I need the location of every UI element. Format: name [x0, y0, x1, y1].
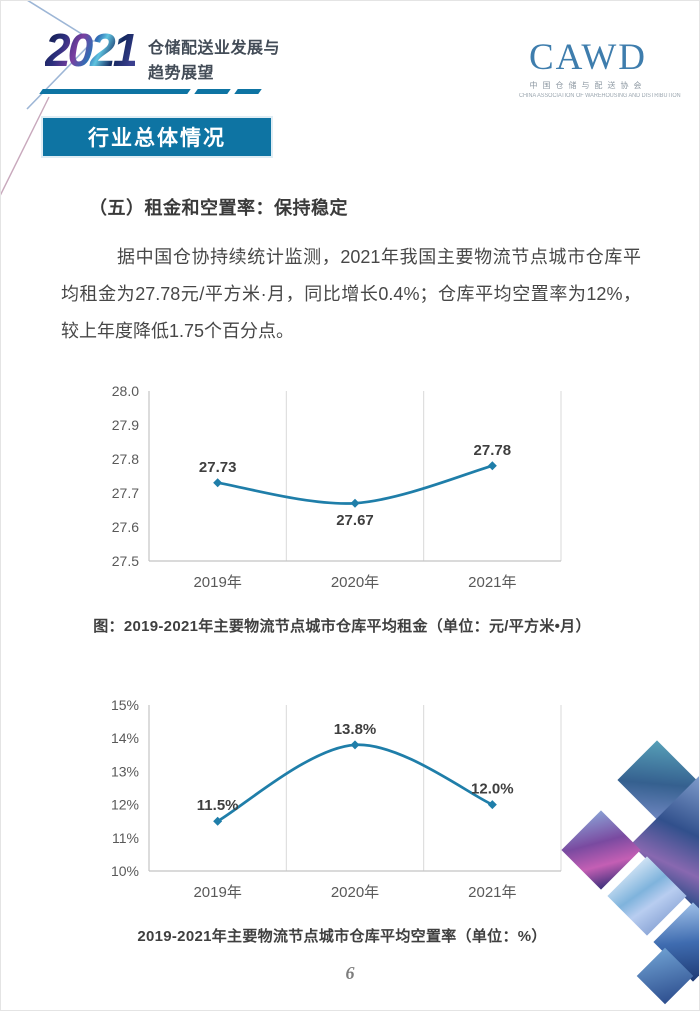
rent-chart-block: 28.0 27.9 27.8 27.7 27.6 27.5 2019年 2020年 2021年 2… — [93, 379, 622, 636]
svg-text:2021年: 2021年 — [468, 574, 516, 591]
svg-text:13%: 13% — [111, 763, 139, 779]
svg-text:15%: 15% — [111, 697, 139, 713]
report-title: 仓储配送业发展与 趋势展望 — [148, 36, 280, 86]
svg-text:27.8: 27.8 — [112, 451, 139, 467]
mosaic-tile — [631, 776, 699, 912]
svg-text:27.78: 27.78 — [474, 442, 512, 459]
svg-text:2020年: 2020年 — [331, 574, 379, 591]
svg-text:12%: 12% — [111, 797, 139, 813]
cawd-logo: CAWD 中国仓储与配送协会 CHINA ASSOCIATION OF WARE… — [513, 37, 681, 99]
svg-text:28.0: 28.0 — [112, 383, 139, 399]
svg-text:27.5: 27.5 — [112, 553, 139, 569]
svg-text:11.5%: 11.5% — [197, 797, 239, 814]
svg-text:27.6: 27.6 — [112, 519, 139, 535]
mosaic-tile — [617, 740, 697, 820]
underline-segment — [234, 89, 262, 94]
cawd-acronym: CAWD — [528, 37, 648, 78]
subsection-heading: （五）租金和空置率：保持稳定 — [89, 198, 348, 218]
report-title-line2: 趋势展望 — [148, 65, 215, 82]
svg-text:2021年: 2021年 — [468, 884, 516, 901]
svg-text:27.67: 27.67 — [336, 512, 374, 529]
report-title-line1: 仓储配送业发展与 — [148, 40, 281, 57]
vacancy-trend-line-chart: 15% 14% 13% 12% 11% 10% 2019年 2020年 2021年 11.5% 13… — [99, 693, 622, 917]
svg-text:27.9: 27.9 — [112, 417, 139, 433]
year-2021-logo: 2021 — [45, 24, 138, 76]
svg-text:2019年: 2019年 — [193, 884, 241, 901]
vacancy-chart-block: 15% 14% 13% 12% 11% 10% 2019年 2020年 2021年 11.5% 13… — [99, 693, 622, 946]
underline-segment — [194, 89, 231, 94]
svg-text:27.7: 27.7 — [112, 485, 139, 501]
svg-text:14%: 14% — [111, 730, 139, 746]
cawd-name-english: CHINA ASSOCIATION OF WAREHOUSING AND DIS… — [519, 93, 681, 99]
header-underline-decoration — [39, 89, 267, 94]
page-number: 6 — [345, 963, 355, 983]
svg-text:11%: 11% — [112, 830, 139, 846]
svg-text:2019年: 2019年 — [193, 574, 241, 591]
svg-text:10%: 10% — [111, 863, 139, 879]
rent-chart-caption: 图：2019-2021年主要物流节点城市仓库平均租金（单位：元/平方米•月） — [93, 618, 591, 635]
body-paragraph: 据中国仓协持续统计监测，2021年我国主要物流节点城市仓库平均租金为27.78元… — [61, 247, 641, 341]
svg-text:27.73: 27.73 — [199, 459, 237, 476]
cawd-name-chinese: 中国仓储与配送协会 — [529, 81, 647, 90]
svg-text:2020年: 2020年 — [331, 884, 379, 901]
rent-trend-line-chart: 28.0 27.9 27.8 27.7 27.6 27.5 2019年 2020年 2021年 2… — [99, 379, 622, 607]
underline-segment — [39, 89, 191, 94]
vacancy-chart-caption: 2019-2021年主要物流节点城市仓库平均空置率（单位：%） — [137, 928, 547, 945]
svg-text:13.8%: 13.8% — [334, 721, 377, 738]
section-banner: 行业总体情况 — [43, 118, 271, 156]
svg-text:12.0%: 12.0% — [471, 781, 514, 798]
